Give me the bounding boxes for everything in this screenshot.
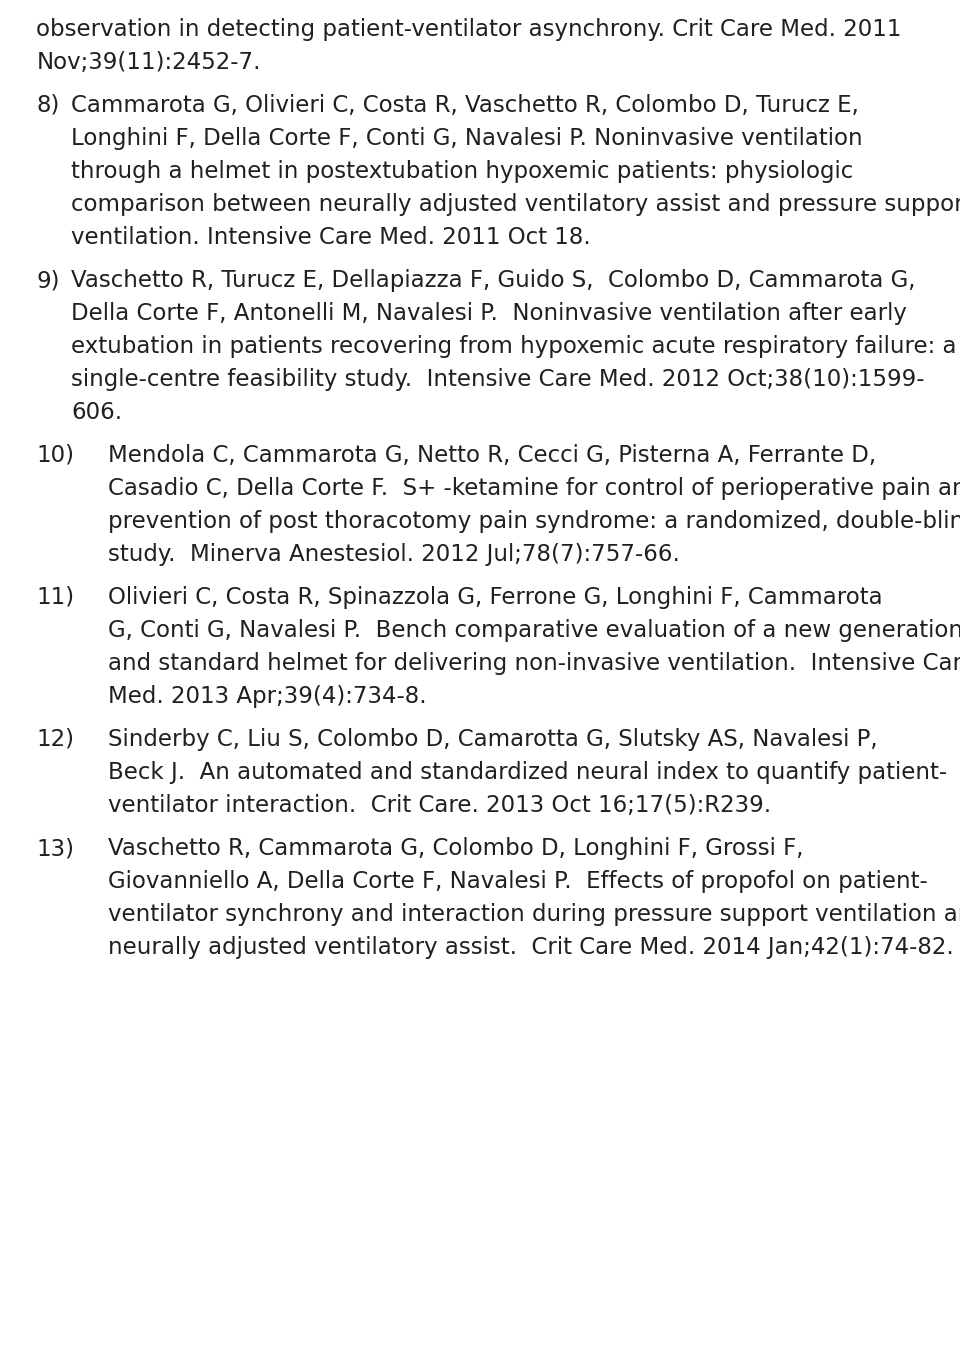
Text: Casadio C, Della Corte F.  S+ -ketamine for control of perioperative pain and: Casadio C, Della Corte F. S+ -ketamine f… [108, 477, 960, 501]
Text: 9): 9) [36, 269, 60, 292]
Text: Longhini F, Della Corte F, Conti G, Navalesi P. Noninvasive ventilation: Longhini F, Della Corte F, Conti G, Nava… [71, 127, 863, 150]
Text: Nov;39(11):2452-7.: Nov;39(11):2452-7. [36, 50, 261, 74]
Text: 11): 11) [36, 587, 75, 608]
Text: study.  Minerva Anestesiol. 2012 Jul;78(7):757-66.: study. Minerva Anestesiol. 2012 Jul;78(7… [108, 543, 681, 566]
Text: and standard helmet for delivering non-invasive ventilation.  Intensive Care: and standard helmet for delivering non-i… [108, 652, 960, 675]
Text: Vaschetto R, Cammarota G, Colombo D, Longhini F, Grossi F,: Vaschetto R, Cammarota G, Colombo D, Lon… [108, 837, 804, 859]
Text: comparison between neurally adjusted ventilatory assist and pressure support: comparison between neurally adjusted ven… [71, 192, 960, 216]
Text: neurally adjusted ventilatory assist.  Crit Care Med. 2014 Jan;42(1):74-82.: neurally adjusted ventilatory assist. Cr… [108, 936, 954, 959]
Text: observation in detecting patient-ventilator asynchrony. Crit Care Med. 2011: observation in detecting patient-ventila… [36, 18, 902, 41]
Text: ventilator interaction.  Crit Care. 2013 Oct 16;17(5):R239.: ventilator interaction. Crit Care. 2013 … [108, 794, 772, 817]
Text: Beck J.  An automated and standardized neural index to quantify patient-: Beck J. An automated and standardized ne… [108, 761, 948, 784]
Text: single-centre feasibility study.  Intensive Care Med. 2012 Oct;38(10):1599-: single-centre feasibility study. Intensi… [71, 368, 925, 391]
Text: ventilator synchrony and interaction during pressure support ventilation and: ventilator synchrony and interaction dur… [108, 903, 960, 926]
Text: Cammarota G, Olivieri C, Costa R, Vaschetto R, Colombo D, Turucz E,: Cammarota G, Olivieri C, Costa R, Vasche… [71, 94, 859, 117]
Text: 10): 10) [36, 445, 75, 466]
Text: 8): 8) [36, 94, 60, 117]
Text: Vaschetto R, Turucz E, Dellapiazza F, Guido S,  Colombo D, Cammarota G,: Vaschetto R, Turucz E, Dellapiazza F, Gu… [71, 269, 916, 292]
Text: Med. 2013 Apr;39(4):734-8.: Med. 2013 Apr;39(4):734-8. [108, 685, 427, 708]
Text: 606.: 606. [71, 401, 123, 424]
Text: extubation in patients recovering from hypoxemic acute respiratory failure: a: extubation in patients recovering from h… [71, 336, 957, 357]
Text: prevention of post thoracotomy pain syndrome: a randomized, double-blind: prevention of post thoracotomy pain synd… [108, 510, 960, 533]
Text: Olivieri C, Costa R, Spinazzola G, Ferrone G, Longhini F, Cammarota: Olivieri C, Costa R, Spinazzola G, Ferro… [108, 587, 883, 608]
Text: through a helmet in postextubation hypoxemic patients: physiologic: through a helmet in postextubation hypox… [71, 160, 853, 183]
Text: Sinderby C, Liu S, Colombo D, Camarotta G, Slutsky AS, Navalesi P,: Sinderby C, Liu S, Colombo D, Camarotta … [108, 728, 878, 752]
Text: Giovanniello A, Della Corte F, Navalesi P.  Effects of propofol on patient-: Giovanniello A, Della Corte F, Navalesi … [108, 870, 928, 893]
Text: G, Conti G, Navalesi P.  Bench comparative evaluation of a new generation: G, Conti G, Navalesi P. Bench comparativ… [108, 619, 960, 642]
Text: 13): 13) [36, 837, 75, 859]
Text: Della Corte F, Antonelli M, Navalesi P.  Noninvasive ventilation after early: Della Corte F, Antonelli M, Navalesi P. … [71, 301, 907, 325]
Text: 12): 12) [36, 728, 75, 752]
Text: ventilation. Intensive Care Med. 2011 Oct 18.: ventilation. Intensive Care Med. 2011 Oc… [71, 226, 591, 250]
Text: Mendola C, Cammarota G, Netto R, Cecci G, Pisterna A, Ferrante D,: Mendola C, Cammarota G, Netto R, Cecci G… [108, 445, 876, 466]
